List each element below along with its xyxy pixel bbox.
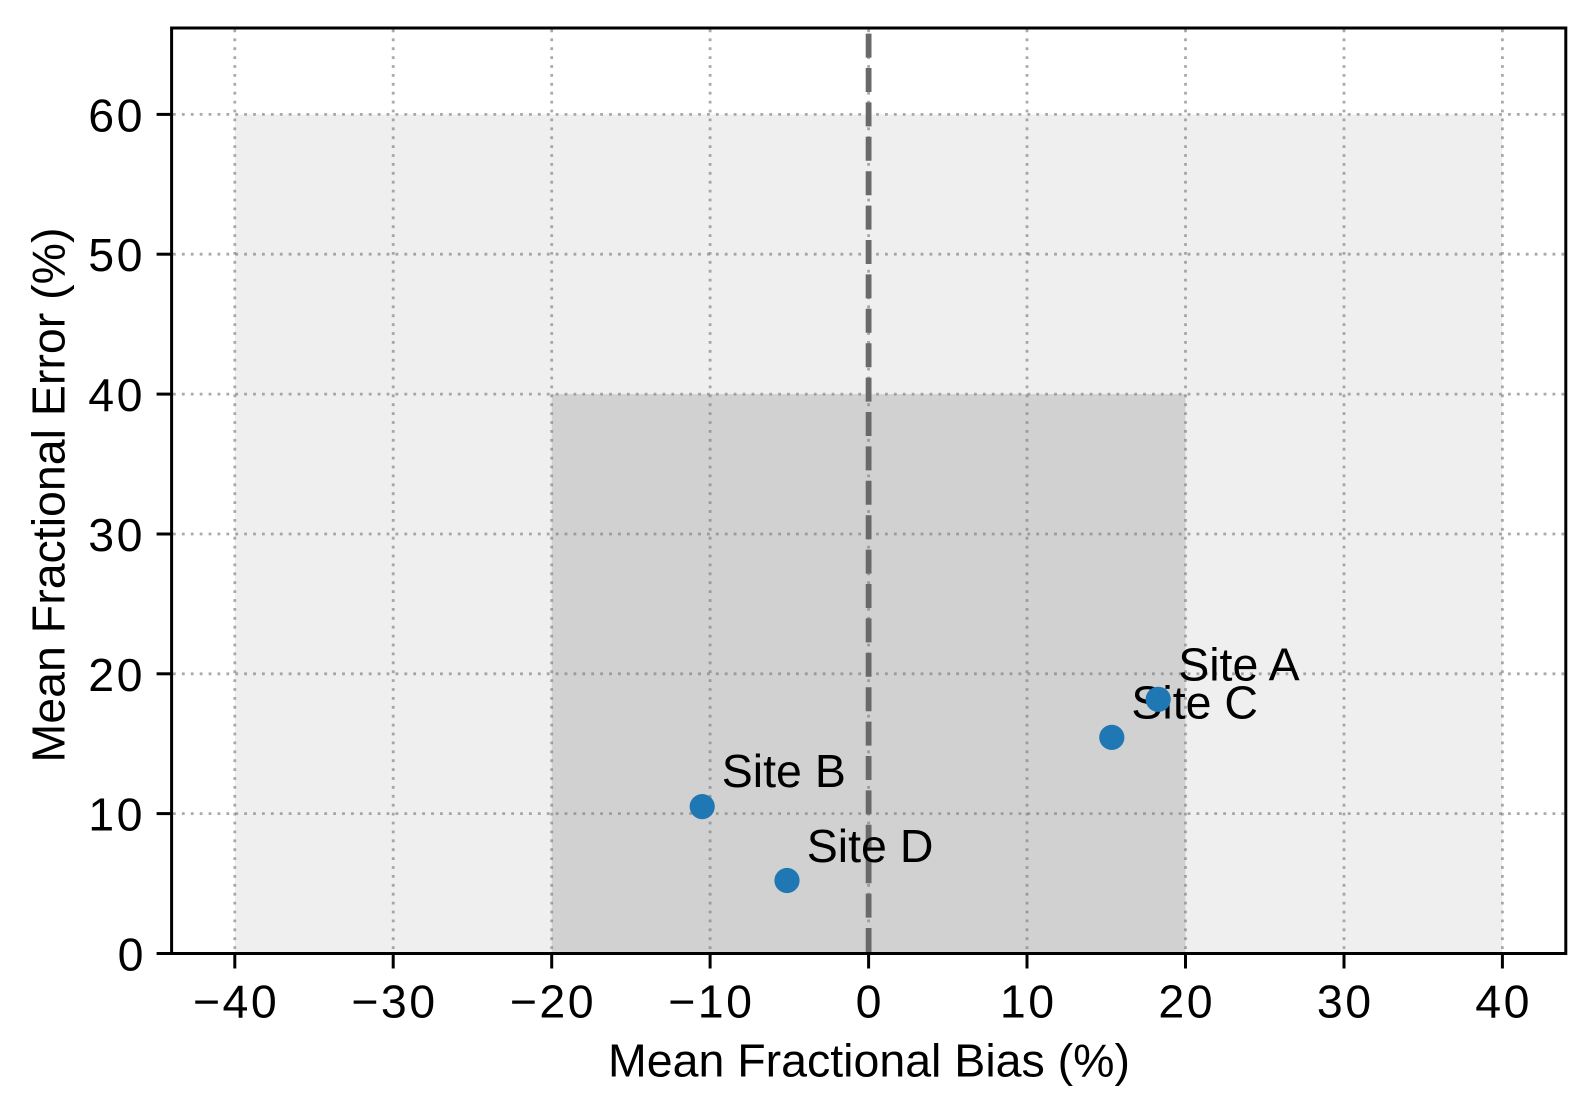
svg-text:30: 30	[88, 509, 145, 561]
svg-text:50: 50	[88, 229, 145, 281]
svg-text:40: 40	[88, 369, 145, 421]
svg-text:−40: −40	[193, 975, 279, 1027]
svg-text:−10: −10	[668, 975, 754, 1027]
svg-text:10: 10	[88, 789, 145, 841]
svg-text:Site D: Site D	[807, 820, 934, 872]
svg-text:Site A: Site A	[1178, 639, 1300, 691]
svg-text:Mean Fractional Error (%): Mean Fractional Error (%)	[23, 228, 75, 763]
svg-text:−20: −20	[510, 975, 596, 1027]
svg-text:40: 40	[1475, 975, 1532, 1027]
svg-text:20: 20	[88, 649, 145, 701]
svg-text:10: 10	[1000, 975, 1057, 1027]
svg-text:60: 60	[88, 89, 145, 141]
svg-text:0: 0	[118, 929, 144, 981]
svg-text:30: 30	[1317, 975, 1374, 1027]
svg-text:0: 0	[856, 975, 882, 1027]
svg-text:20: 20	[1158, 975, 1215, 1027]
svg-text:Mean Fractional Bias (%): Mean Fractional Bias (%)	[608, 1035, 1130, 1087]
svg-text:−30: −30	[351, 975, 437, 1027]
svg-text:Site B: Site B	[722, 745, 846, 797]
